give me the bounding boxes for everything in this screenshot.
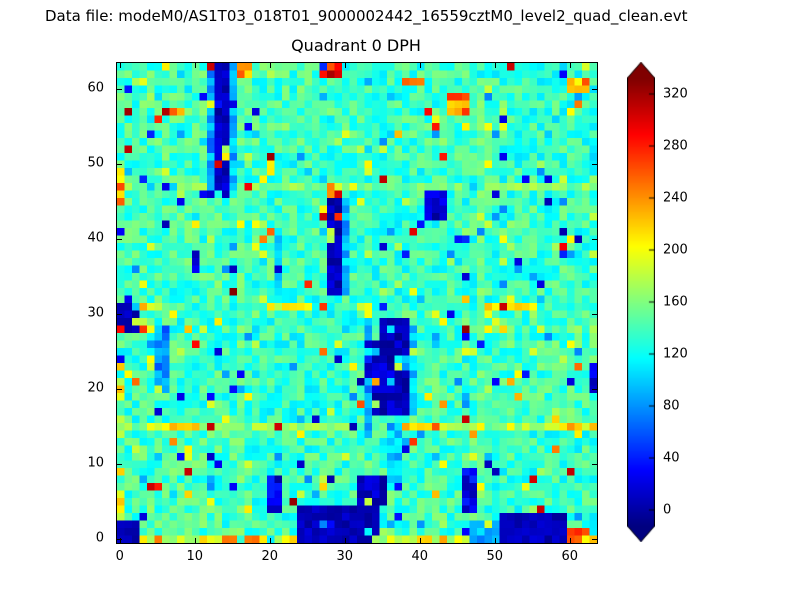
colorbar-tick-label: 240 bbox=[663, 190, 688, 206]
colorbar-tick-label: 320 bbox=[663, 86, 688, 102]
colorbar-tick-label: 200 bbox=[663, 242, 688, 258]
colorbar-canvas bbox=[627, 62, 655, 542]
x-tick bbox=[570, 538, 572, 543]
y-tick bbox=[592, 388, 597, 390]
y-tick bbox=[117, 88, 122, 90]
y-tick-label: 40 bbox=[87, 230, 104, 246]
x-tick bbox=[420, 538, 422, 543]
x-tick-label: 50 bbox=[486, 549, 504, 564]
colorbar bbox=[627, 62, 655, 542]
x-tick bbox=[345, 63, 347, 68]
x-tick bbox=[495, 538, 497, 543]
y-tick bbox=[117, 313, 122, 315]
y-tick-label: 30 bbox=[87, 305, 104, 321]
y-tick bbox=[592, 463, 597, 465]
colorbar-tick-label: 280 bbox=[663, 138, 688, 154]
y-tick-label: 50 bbox=[87, 155, 104, 171]
x-tick bbox=[495, 63, 497, 68]
heatmap-canvas bbox=[117, 63, 597, 543]
y-tick-label: 60 bbox=[87, 80, 104, 96]
x-tick-label: 0 bbox=[115, 549, 124, 564]
x-tick bbox=[120, 63, 122, 68]
y-tick bbox=[592, 538, 597, 540]
x-tick-label: 20 bbox=[261, 549, 279, 564]
x-tick bbox=[195, 538, 197, 543]
colorbar-tick-label: 40 bbox=[663, 450, 680, 466]
y-tick bbox=[117, 388, 122, 390]
y-tick bbox=[592, 88, 597, 90]
x-tick bbox=[270, 63, 272, 68]
y-tick bbox=[117, 238, 122, 240]
y-tick-label: 0 bbox=[95, 530, 104, 546]
x-tick-label: 10 bbox=[186, 549, 204, 564]
colorbar-tick-label: 0 bbox=[663, 502, 672, 518]
chart-title: Quadrant 0 DPH bbox=[291, 36, 421, 55]
x-tick bbox=[420, 63, 422, 68]
x-tick bbox=[270, 538, 272, 543]
x-tick bbox=[345, 538, 347, 543]
y-axis-tick-labels: 0 10 20 30 40 50 60 bbox=[60, 62, 110, 546]
x-tick bbox=[120, 538, 122, 543]
x-tick-label: 60 bbox=[561, 549, 579, 564]
colorbar-tick-label: 80 bbox=[663, 398, 680, 414]
x-axis-tick-labels: 0 10 20 30 40 50 60 bbox=[116, 549, 598, 567]
colorbar-tick-label: 120 bbox=[663, 346, 688, 362]
colorbar-tick-label: 160 bbox=[663, 294, 688, 310]
y-tick bbox=[117, 163, 122, 165]
colorbar-tick-labels: 0 40 80 120 160 200 240 280 320 bbox=[663, 62, 703, 544]
y-tick bbox=[592, 313, 597, 315]
x-tick bbox=[195, 63, 197, 68]
heatmap-plot bbox=[116, 62, 598, 544]
x-tick-label: 40 bbox=[411, 549, 429, 564]
data-file-label: Data file: modeM0/AS1T03_018T01_90000024… bbox=[45, 7, 688, 25]
y-tick bbox=[592, 163, 597, 165]
y-tick-label: 10 bbox=[87, 455, 104, 471]
x-tick-label: 30 bbox=[336, 549, 354, 564]
y-tick-label: 20 bbox=[87, 380, 104, 396]
x-tick bbox=[570, 63, 572, 68]
y-tick bbox=[592, 238, 597, 240]
y-tick bbox=[117, 463, 122, 465]
y-tick bbox=[117, 538, 122, 540]
